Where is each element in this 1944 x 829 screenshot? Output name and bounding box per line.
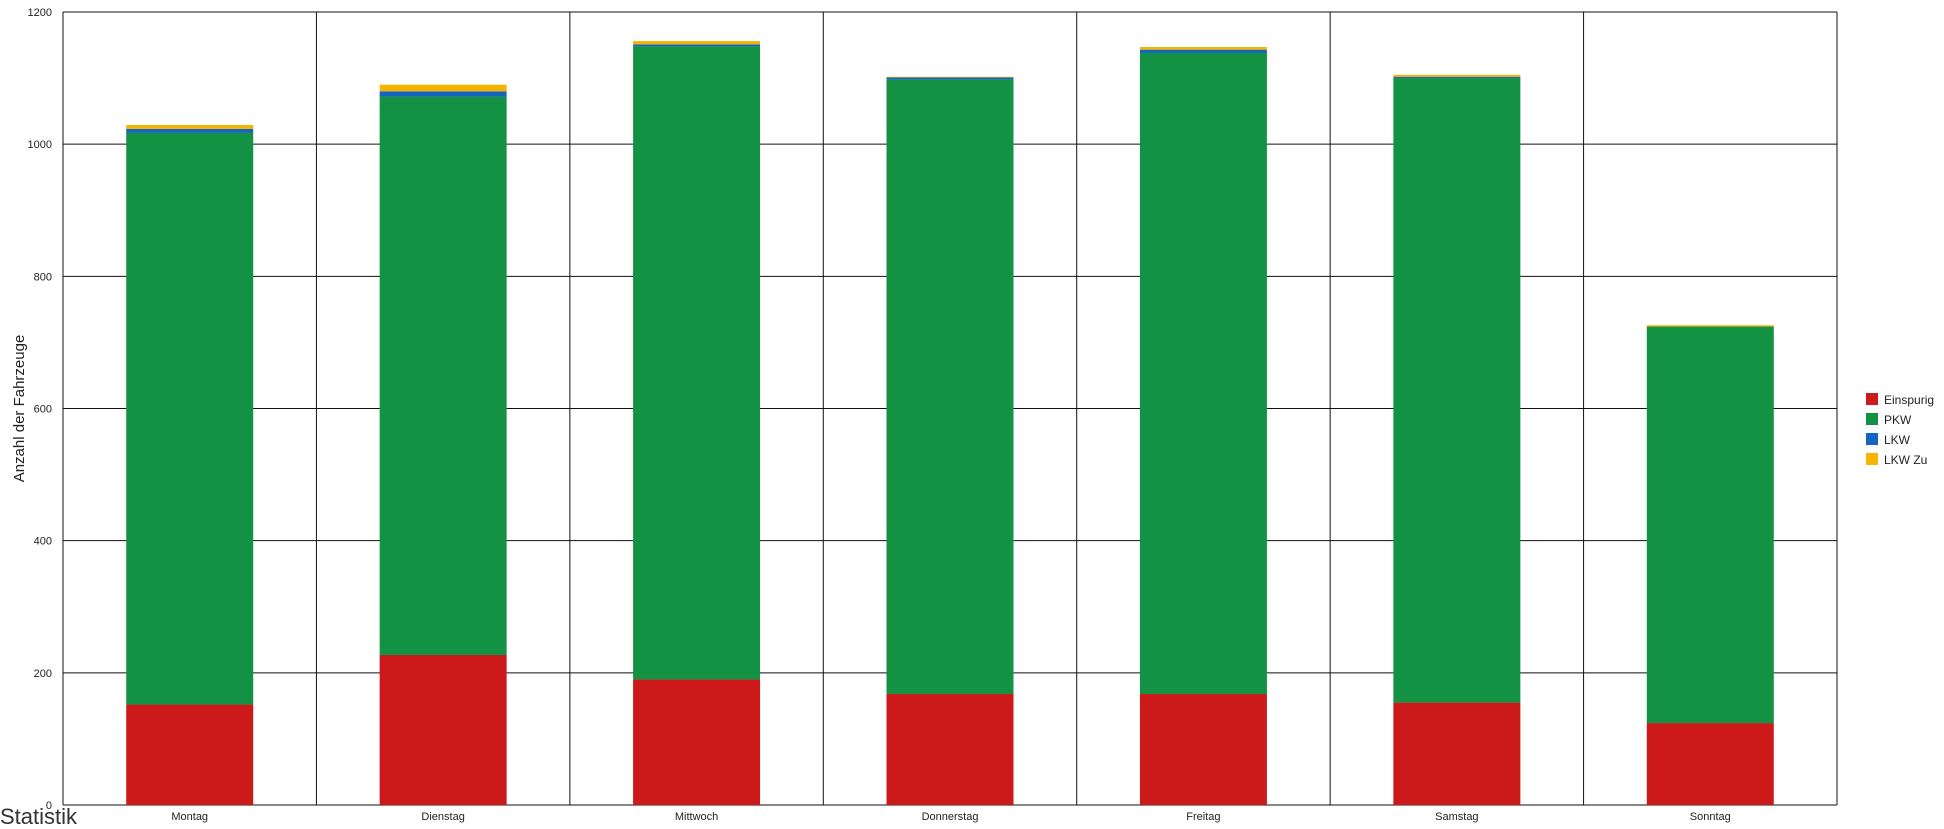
bar-segment-pkw (633, 46, 761, 680)
bar-segment-lkw (1393, 76, 1521, 79)
bar-segment-lkw-zu (126, 125, 254, 129)
y-tick-label: 200 (34, 668, 52, 680)
y-tick-label: 1200 (28, 7, 52, 19)
legend-label: Einspurig (1884, 393, 1934, 407)
y-tick-label: 600 (34, 404, 52, 416)
bar-segment-lkw-zu (886, 76, 1014, 78)
bar-segment-lkw (126, 128, 254, 133)
labels: 0 200 400 600 800 1000 1200 Anzahl der Fahrzeug… (11, 7, 1731, 823)
bar-segment-pkw (126, 132, 254, 705)
x-tick-label: Freitag (1186, 811, 1220, 823)
x-tick-label: Samstag (1435, 811, 1478, 823)
x-tick-label: Dienstag (421, 811, 464, 823)
bar-segment-pkw (1139, 52, 1267, 694)
bar-segment-pkw (1646, 326, 1774, 724)
legend-label: LKW (1884, 433, 1911, 447)
y-tick-label: 800 (34, 271, 52, 283)
x-tick-label: Donnerstag (922, 811, 979, 823)
bars (126, 41, 1774, 805)
bar-segment-pkw (886, 79, 1014, 694)
bar-segment-einspurig (379, 654, 507, 805)
legend-label: LKW Zu (1884, 453, 1927, 467)
bar-segment-einspurig (1139, 693, 1267, 805)
bar-segment-lkw-zu (379, 84, 507, 92)
bar-segment-lkw-zu (1646, 325, 1774, 327)
bar-segment-lkw-zu (1393, 74, 1521, 77)
bar-segment-lkw (633, 44, 761, 47)
y-axis-title: Anzahl der Fahrzeuge (11, 335, 28, 483)
bar-segment-einspurig (1393, 702, 1521, 805)
bar-segment-lkw-zu (1139, 47, 1267, 50)
bar-segment-lkw (886, 77, 1014, 80)
legend-swatch (1866, 393, 1878, 405)
legend-swatch (1866, 433, 1878, 445)
bar-segment-einspurig (886, 693, 1014, 805)
bar-segment-lkw (1139, 49, 1267, 53)
legend-label: PKW (1884, 413, 1912, 427)
legend-swatch (1866, 453, 1878, 465)
bar-segment-einspurig (126, 704, 254, 805)
legend-swatch (1866, 413, 1878, 425)
x-tick-label: Montag (171, 811, 208, 823)
bar-segment-lkw-zu (633, 41, 761, 45)
x-tick-label: Sonntag (1690, 811, 1731, 823)
bar-segment-pkw (1393, 78, 1521, 703)
y-tick-label: 0 (46, 800, 52, 812)
y-tick-label: 1000 (28, 139, 52, 151)
x-tick-label: Mittwoch (675, 811, 718, 823)
footer-text: Statistik (0, 804, 78, 829)
bar-segment-pkw (379, 96, 507, 655)
legend: Einspurig PKW LKW LKW Zu (1866, 393, 1934, 467)
bar-segment-einspurig (1646, 723, 1774, 805)
y-tick-label: 400 (34, 536, 52, 548)
bar-segment-lkw (379, 91, 507, 97)
bar-segment-einspurig (633, 679, 761, 805)
